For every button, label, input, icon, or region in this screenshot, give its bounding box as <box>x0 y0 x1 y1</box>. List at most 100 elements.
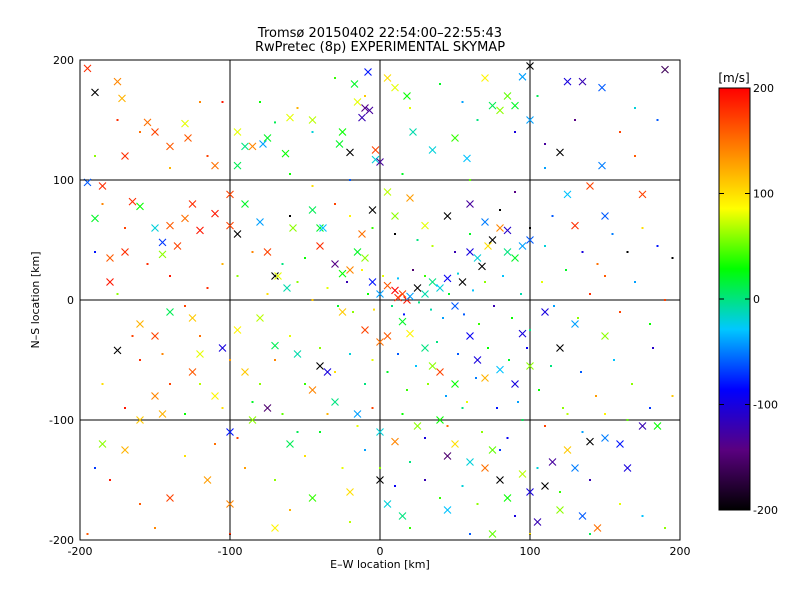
data-point-x <box>473 356 482 364</box>
data-point-x <box>616 440 624 448</box>
data-point-x <box>398 290 407 298</box>
data-point-x <box>496 224 504 232</box>
data-point-x <box>211 209 219 218</box>
data-point-dot <box>476 503 479 505</box>
data-point-x <box>118 94 126 103</box>
data-point-dot <box>656 119 659 121</box>
data-point-dot <box>634 107 636 109</box>
data-point-x <box>638 422 647 430</box>
data-point-dot <box>430 308 432 311</box>
data-point-x <box>316 242 324 250</box>
data-point-dot <box>184 413 186 415</box>
y-tick-label: 200 <box>53 54 74 67</box>
data-point-dot <box>457 272 459 275</box>
data-point-x <box>398 512 407 520</box>
data-point-x <box>586 182 594 190</box>
data-point-x <box>113 346 122 355</box>
data-point-dot <box>229 359 231 361</box>
data-point-x <box>91 88 99 97</box>
data-point-x <box>451 440 459 448</box>
chart-subtitle: RwPretec (8p) EXPERIMENTAL SKYMAP <box>254 40 506 55</box>
data-point-x <box>451 302 459 310</box>
data-point-x <box>601 332 609 340</box>
data-point-dot <box>424 479 426 481</box>
data-point-x <box>563 446 572 454</box>
data-point-dot <box>499 209 501 211</box>
data-point-x <box>376 338 384 346</box>
data-point-x <box>166 221 174 230</box>
data-point-x <box>406 329 414 338</box>
data-point-dot <box>289 509 291 511</box>
data-point-dot <box>562 407 564 409</box>
data-point-dot <box>334 371 336 373</box>
colorbar-gradient <box>718 87 751 511</box>
data-point-x <box>136 320 144 328</box>
data-point-x <box>593 524 602 532</box>
data-point-x <box>601 434 609 442</box>
data-point-dot <box>161 353 164 355</box>
chart-title: Tromsø 20150402 22:54:00–22:55:43 <box>257 26 503 41</box>
x-tick-label: 200 <box>670 545 691 558</box>
data-point-dot <box>581 431 584 433</box>
data-point-dot <box>139 131 141 133</box>
data-point-dot <box>304 455 306 457</box>
data-point-dot <box>334 203 336 205</box>
data-point-dot <box>251 401 254 403</box>
data-point-dot <box>397 353 399 355</box>
data-point-x <box>541 482 549 490</box>
data-point-x <box>338 128 347 136</box>
data-point-dot <box>139 503 141 505</box>
data-point-x <box>376 476 384 484</box>
data-point-x <box>488 446 497 454</box>
data-point-x <box>406 292 414 301</box>
data-point-x <box>556 506 564 514</box>
x-tick-label: 100 <box>520 545 541 558</box>
data-point-dot <box>371 359 374 361</box>
data-point-dot <box>337 305 339 307</box>
data-point-x <box>391 83 399 92</box>
data-point-dot <box>619 503 621 505</box>
data-point-x <box>481 374 489 382</box>
data-point-x <box>376 290 384 298</box>
data-point-dot <box>199 383 201 385</box>
data-point-dot <box>521 419 524 421</box>
data-point-x <box>661 65 669 74</box>
data-point-x <box>173 242 182 250</box>
data-point-dot <box>346 281 348 283</box>
data-point-x <box>353 248 362 256</box>
data-point-x <box>518 72 527 81</box>
data-point-x <box>218 344 227 352</box>
data-point-dot <box>236 275 239 277</box>
data-point-x <box>241 142 249 151</box>
data-point-dot <box>508 359 510 361</box>
data-point-x <box>503 494 512 502</box>
data-point-x <box>371 155 380 164</box>
data-point-dot <box>461 101 464 103</box>
data-point-dot <box>124 407 126 409</box>
colorbar-label: [m/s] <box>718 71 749 85</box>
data-point-x <box>196 226 204 235</box>
data-point-x <box>443 506 452 514</box>
data-point-dot <box>244 467 246 469</box>
data-point-dot <box>289 335 291 337</box>
data-point-x <box>436 368 444 376</box>
colorbar-tick-label: 100 <box>753 188 774 201</box>
data-point-dot <box>206 287 209 289</box>
data-point-dot <box>409 527 411 529</box>
data-point-x <box>158 238 167 247</box>
data-point-x <box>331 398 339 406</box>
data-point-dot <box>436 341 438 343</box>
data-point-x <box>353 410 362 418</box>
data-point-dot <box>577 317 579 319</box>
data-point-dot <box>469 179 471 181</box>
data-point-x <box>518 470 527 478</box>
data-point-x <box>364 68 372 76</box>
data-point-x <box>151 392 159 400</box>
data-point-dot <box>641 515 644 517</box>
x-tick-label: -100 <box>218 545 243 558</box>
data-point-x <box>271 341 279 350</box>
data-point-x <box>308 386 317 394</box>
data-point-x <box>443 212 452 220</box>
data-point-x <box>181 119 189 128</box>
data-point-dot <box>595 395 597 397</box>
